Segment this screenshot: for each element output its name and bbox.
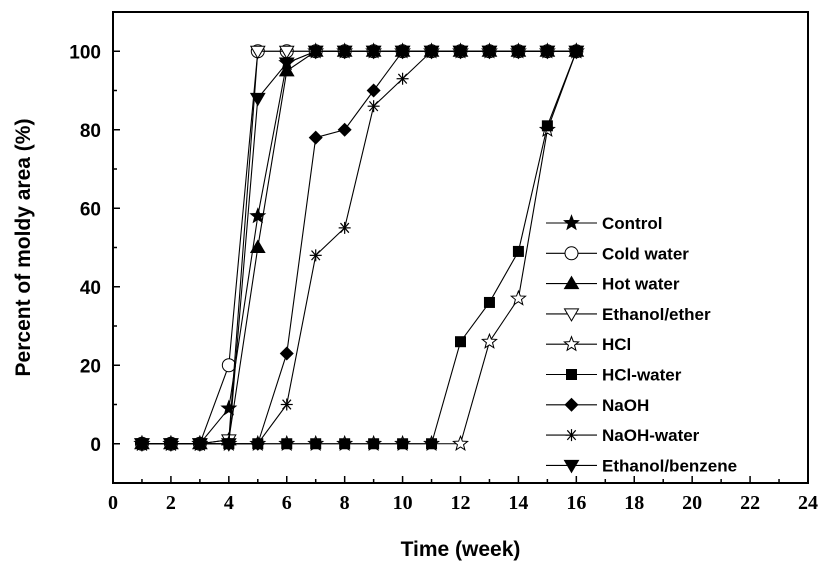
legend-label: Ethanol/ether [602, 305, 711, 324]
legend-hcl-water-point [566, 369, 577, 380]
y-tick-label: 60 [80, 199, 101, 220]
y-tick-label: 40 [80, 278, 101, 299]
legend-naoh-water-point [566, 429, 578, 441]
x-tick-label: 0 [108, 492, 118, 514]
legend-label: Cold water [602, 244, 689, 263]
legend-label: Ethanol/benzene [602, 456, 737, 475]
hcl-water-point [339, 438, 350, 449]
x-tick-label: 22 [740, 492, 760, 514]
y-tick-label: 100 [69, 42, 101, 63]
x-tick-label: 2 [166, 492, 176, 514]
legend-label: HCl-water [602, 366, 682, 385]
hcl-water-point [484, 297, 495, 308]
naoh-water-point [368, 100, 380, 112]
x-tick-label: 24 [798, 492, 818, 514]
naoh-water-point [397, 73, 409, 85]
hcl-water-point [455, 336, 466, 347]
x-tick-label: 4 [224, 492, 234, 514]
naoh-water-point [281, 399, 293, 411]
x-axis-title: Time (week) [401, 538, 521, 561]
x-tick-label: 8 [340, 492, 350, 514]
x-tick-label: 12 [451, 492, 471, 514]
x-tick-label: 16 [566, 492, 586, 514]
legend-label: Hot water [602, 275, 680, 294]
y-tick-label: 80 [80, 121, 101, 142]
legend-label: HCl [602, 335, 631, 354]
naoh-water-point [252, 438, 264, 450]
x-tick-label: 14 [508, 492, 528, 514]
legend-label: NaOH-water [602, 426, 700, 445]
hcl-water-point [281, 438, 292, 449]
y-axis-title: Percent of moldy area (%) [12, 119, 35, 377]
legend-cold-water-point [565, 247, 578, 260]
x-tick-label: 18 [624, 492, 644, 514]
hcl-water-point [368, 438, 379, 449]
hcl-water-point [542, 120, 553, 131]
naoh-water-point [339, 222, 351, 234]
hcl-water-point [310, 438, 321, 449]
legend-label: Control [602, 214, 662, 233]
x-tick-label: 10 [393, 492, 413, 514]
y-tick-label: 20 [80, 356, 101, 377]
cold-water-point [222, 359, 235, 372]
hcl-water-point [513, 246, 524, 257]
x-tick-label: 6 [282, 492, 292, 514]
x-tick-label: 20 [682, 492, 702, 514]
legend-label: NaOH [602, 396, 649, 415]
hcl-water-point [426, 438, 437, 449]
naoh-water-point [310, 249, 322, 261]
y-tick-label: 0 [90, 435, 101, 456]
hcl-water-point [397, 438, 408, 449]
